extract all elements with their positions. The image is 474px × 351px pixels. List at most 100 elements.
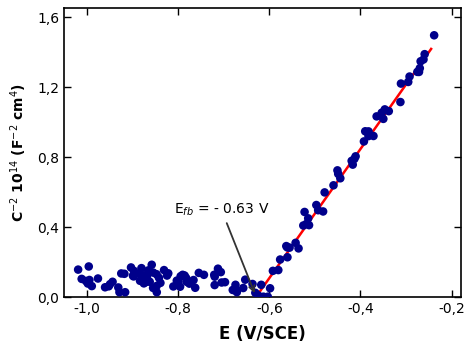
Point (163, 273, 171, 278)
Point (233, 289, 241, 295)
Point (255, 292, 262, 298)
Point (321, 190, 328, 195)
Point (305, 222, 313, 228)
Point (302, 221, 310, 227)
Point (335, 171, 342, 177)
Point (187, 279, 194, 285)
Point (137, 271, 144, 277)
Point (319, 208, 327, 214)
Point (232, 286, 239, 292)
Point (217, 269, 225, 275)
Point (186, 281, 193, 286)
X-axis label: E (V/SCE): E (V/SCE) (219, 325, 306, 343)
Point (221, 279, 229, 285)
Point (415, 69, 423, 75)
Point (264, 294, 272, 299)
Point (430, 33, 438, 38)
Point (182, 275, 190, 281)
Point (218, 280, 226, 285)
Point (334, 167, 341, 173)
Point (164, 271, 172, 276)
Point (109, 279, 116, 285)
Point (351, 156, 358, 162)
Point (183, 279, 191, 285)
Point (214, 266, 222, 271)
Point (105, 284, 112, 289)
Point (360, 139, 368, 144)
Point (239, 285, 247, 291)
Point (138, 276, 146, 282)
Point (88, 283, 96, 289)
Point (153, 290, 161, 295)
Point (155, 275, 163, 280)
Point (149, 285, 157, 291)
Point (362, 128, 369, 134)
Point (143, 274, 151, 280)
Point (266, 285, 274, 291)
Point (116, 290, 123, 295)
Point (286, 245, 293, 251)
Point (300, 223, 307, 228)
Point (156, 280, 164, 286)
Point (252, 290, 259, 296)
Point (106, 282, 114, 287)
Point (417, 59, 424, 64)
Point (380, 116, 387, 122)
Point (86, 277, 93, 283)
Point (181, 273, 188, 278)
Point (352, 153, 359, 159)
Y-axis label: C$^{-2}$ 10$^{14}$ (F$^{-2}$ cm$^{4}$): C$^{-2}$ 10$^{14}$ (F$^{-2}$ cm$^{4}$) (9, 84, 29, 223)
Point (131, 271, 139, 277)
Point (146, 279, 154, 285)
Point (269, 268, 277, 274)
Point (349, 162, 356, 167)
Point (414, 69, 421, 75)
Point (140, 280, 147, 286)
Point (121, 290, 129, 295)
Point (416, 65, 424, 71)
Point (145, 267, 152, 273)
Point (130, 268, 138, 274)
Point (312, 202, 320, 208)
Point (330, 183, 337, 188)
Point (419, 57, 427, 62)
Point (153, 271, 160, 277)
Point (127, 265, 135, 270)
Point (175, 279, 182, 284)
Point (229, 287, 237, 293)
Point (170, 284, 177, 289)
Point (118, 271, 125, 276)
Point (74, 267, 82, 272)
Point (190, 277, 197, 283)
Point (191, 285, 199, 291)
Point (195, 270, 202, 276)
Point (160, 267, 168, 273)
Point (314, 207, 322, 213)
Text: E$_{fb}$ = - 0.63 V: E$_{fb}$ = - 0.63 V (173, 201, 269, 291)
Point (381, 107, 389, 112)
Point (120, 271, 128, 277)
Point (337, 176, 344, 181)
Point (397, 99, 404, 105)
Point (421, 51, 428, 57)
Point (304, 216, 312, 221)
Point (378, 110, 385, 115)
Point (153, 283, 160, 289)
Point (365, 133, 372, 139)
Point (373, 114, 381, 119)
Point (249, 281, 256, 287)
Point (211, 282, 219, 288)
Point (177, 273, 184, 279)
Point (173, 278, 181, 284)
Point (200, 272, 208, 278)
Point (397, 81, 405, 86)
Point (276, 257, 284, 262)
Point (283, 254, 291, 260)
Point (365, 128, 372, 134)
Point (292, 240, 300, 246)
Point (348, 158, 356, 164)
Point (137, 265, 145, 271)
Point (210, 272, 218, 278)
Point (142, 279, 150, 285)
Point (136, 278, 144, 284)
